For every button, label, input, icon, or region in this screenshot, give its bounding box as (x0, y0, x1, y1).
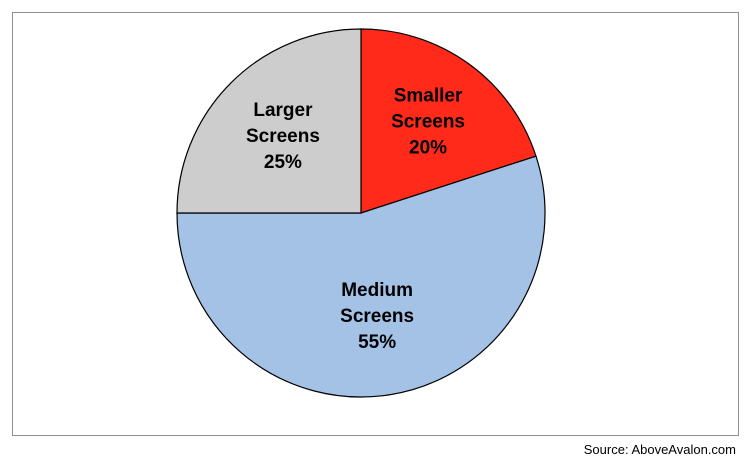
pie-slice-larger-screens (176, 28, 362, 214)
slice-label-line: 20% (409, 138, 447, 159)
slice-label-medium-screens: Medium Screens 55% (340, 280, 414, 353)
pie-slices (176, 28, 546, 398)
slice-label-line: Smaller (394, 86, 463, 107)
slice-label-line: Screens (391, 112, 465, 133)
pie-slice-medium-screens (176, 155, 546, 398)
slice-label-line: 25% (264, 152, 302, 173)
slice-label-line: 55% (358, 332, 396, 353)
slice-label-larger-screens: Larger Screens 25% (246, 100, 320, 173)
slice-label-smaller-screens: Smaller Screens 20% (391, 86, 465, 159)
slice-label-line: Larger (253, 100, 313, 121)
source-credit: Source: AboveAvalon.com (583, 442, 736, 457)
slice-label-line: Screens (246, 126, 320, 147)
slice-label-line: Medium (341, 280, 413, 301)
slice-label-line: Screens (340, 306, 414, 327)
pie-slice-smaller-screens (360, 28, 537, 214)
pie-labels: Smaller Screens 20% Medium Screens 55% Larger S… (246, 86, 465, 353)
